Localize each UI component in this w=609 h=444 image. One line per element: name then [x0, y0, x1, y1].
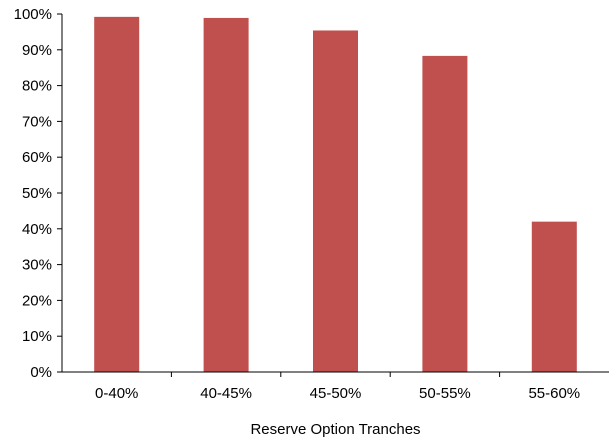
y-tick-label: 100%	[14, 6, 52, 23]
bar-55-60pct	[531, 221, 577, 372]
bar-50-55pct	[422, 55, 468, 373]
x-axis-ticks: 0-40% 40-45% 45-50% 50-55% 55-60%	[95, 372, 580, 402]
y-tick-label: 70%	[22, 113, 52, 130]
y-axis-ticks: 0% 10% 20% 30% 40% 50% 60% 70% 80% 90% 100%	[14, 6, 62, 381]
y-tick-label: 80%	[22, 78, 52, 95]
y-tick-label: 20%	[22, 292, 52, 309]
x-tick-label: 55-60%	[528, 385, 580, 402]
x-tick-label: 0-40%	[95, 385, 138, 402]
bar-0-40pct	[94, 16, 140, 372]
bar-45-50pct	[313, 30, 358, 373]
y-tick-label: 60%	[22, 149, 52, 166]
x-tick-label: 45-50%	[310, 385, 362, 402]
y-tick-label: 90%	[22, 42, 52, 59]
bars-layer	[94, 16, 577, 373]
bar-40-45pct	[203, 17, 249, 373]
y-tick-label: 50%	[22, 185, 52, 202]
x-tick-label: 50-55%	[419, 385, 471, 402]
y-tick-label: 30%	[22, 257, 52, 274]
x-axis-title: Reserve Option Tranches	[250, 421, 420, 438]
y-tick-label: 40%	[22, 221, 52, 238]
y-tick-label: 0%	[30, 364, 52, 381]
x-tick-label: 40-45%	[200, 385, 252, 402]
y-tick-label: 10%	[22, 328, 52, 345]
